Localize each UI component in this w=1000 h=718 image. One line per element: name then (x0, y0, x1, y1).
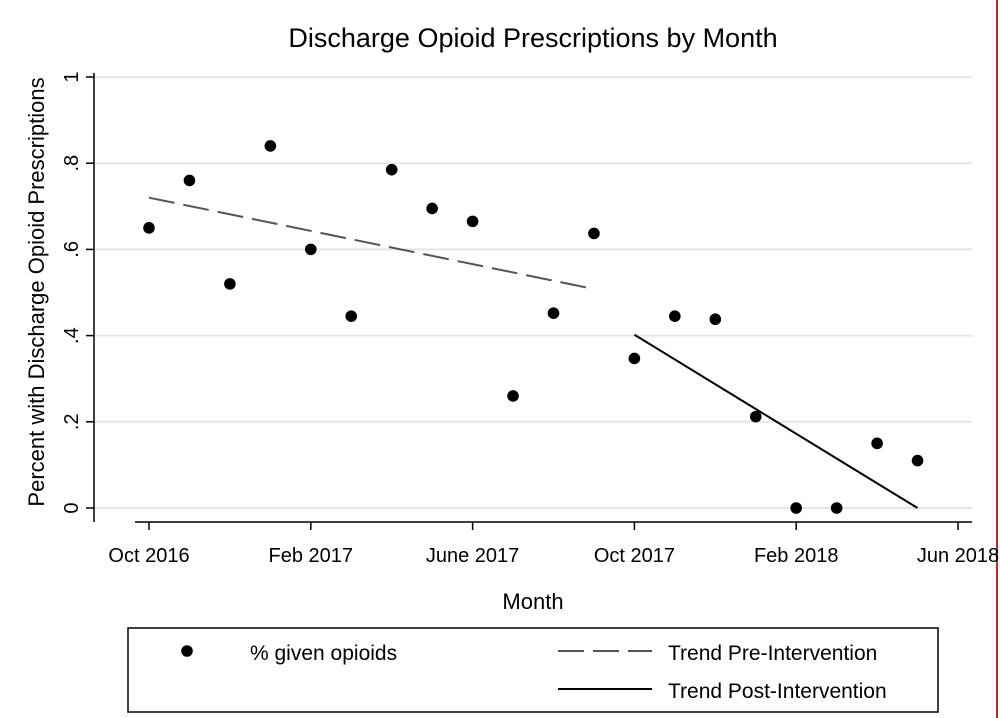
x-tick-label: Oct 2017 (594, 545, 675, 567)
y-tick-label: 1 (61, 71, 83, 82)
chart-title: Discharge Opioid Prescriptions by Month (288, 23, 777, 53)
legend-label-points: % given opioids (250, 642, 397, 665)
y-tick-label: .8 (61, 155, 83, 172)
x-tick-label: June 2017 (426, 545, 519, 567)
data-point (871, 437, 883, 450)
data-point (709, 313, 722, 326)
data-point (628, 352, 641, 365)
x-tick-label: Feb 2018 (754, 545, 839, 567)
y-tick-label: .2 (61, 413, 83, 430)
trend-line-pre-intervention (148, 196, 595, 291)
y-axis-title: Percent with Discharge Opioid Prescripti… (24, 77, 49, 506)
data-point (507, 390, 519, 402)
trend-line-post-intervention (633, 333, 919, 509)
data-point (426, 202, 438, 215)
data-point (547, 307, 560, 319)
x-axis-title: Month (502, 589, 563, 614)
window-edge (996, 0, 998, 718)
x-tick-label: Oct 2016 (108, 545, 189, 567)
data-point (669, 310, 681, 323)
data-point (588, 227, 600, 240)
y-tick-label: 0 (61, 502, 83, 513)
y-tick-label: .6 (61, 241, 83, 258)
y-axis-ticks: 0 .2 .4 .6 .8 1 (61, 71, 94, 514)
data-points (143, 140, 924, 514)
legend-box (127, 627, 939, 713)
data-point (305, 243, 317, 256)
x-tick-label: Feb 2017 (269, 545, 354, 567)
trend-lines (148, 196, 919, 509)
data-point (749, 410, 762, 423)
x-axis-ticks: Oct 2016 Feb 2017 June 2017 Oct 2017 Feb 201… (108, 522, 999, 567)
data-point (790, 502, 802, 514)
data-point (183, 174, 196, 187)
x-tick-label: Jun 2018 (917, 545, 999, 567)
gridlines (94, 76, 972, 509)
legend-label-post-trend: Trend Post-Intervention (668, 680, 887, 703)
data-point (224, 278, 236, 290)
y-tick-label: .4 (61, 327, 83, 344)
legend: % given opioids Trend Pre-Intervention T… (127, 627, 939, 713)
legend-label-pre-trend: Trend Pre-Intervention (668, 642, 877, 665)
data-point (466, 215, 479, 228)
data-point (830, 502, 843, 514)
data-point (264, 140, 277, 152)
data-point (911, 454, 924, 467)
data-point (345, 310, 358, 323)
legend-marker-points (181, 645, 193, 657)
data-point (143, 222, 155, 234)
data-point (385, 163, 398, 176)
